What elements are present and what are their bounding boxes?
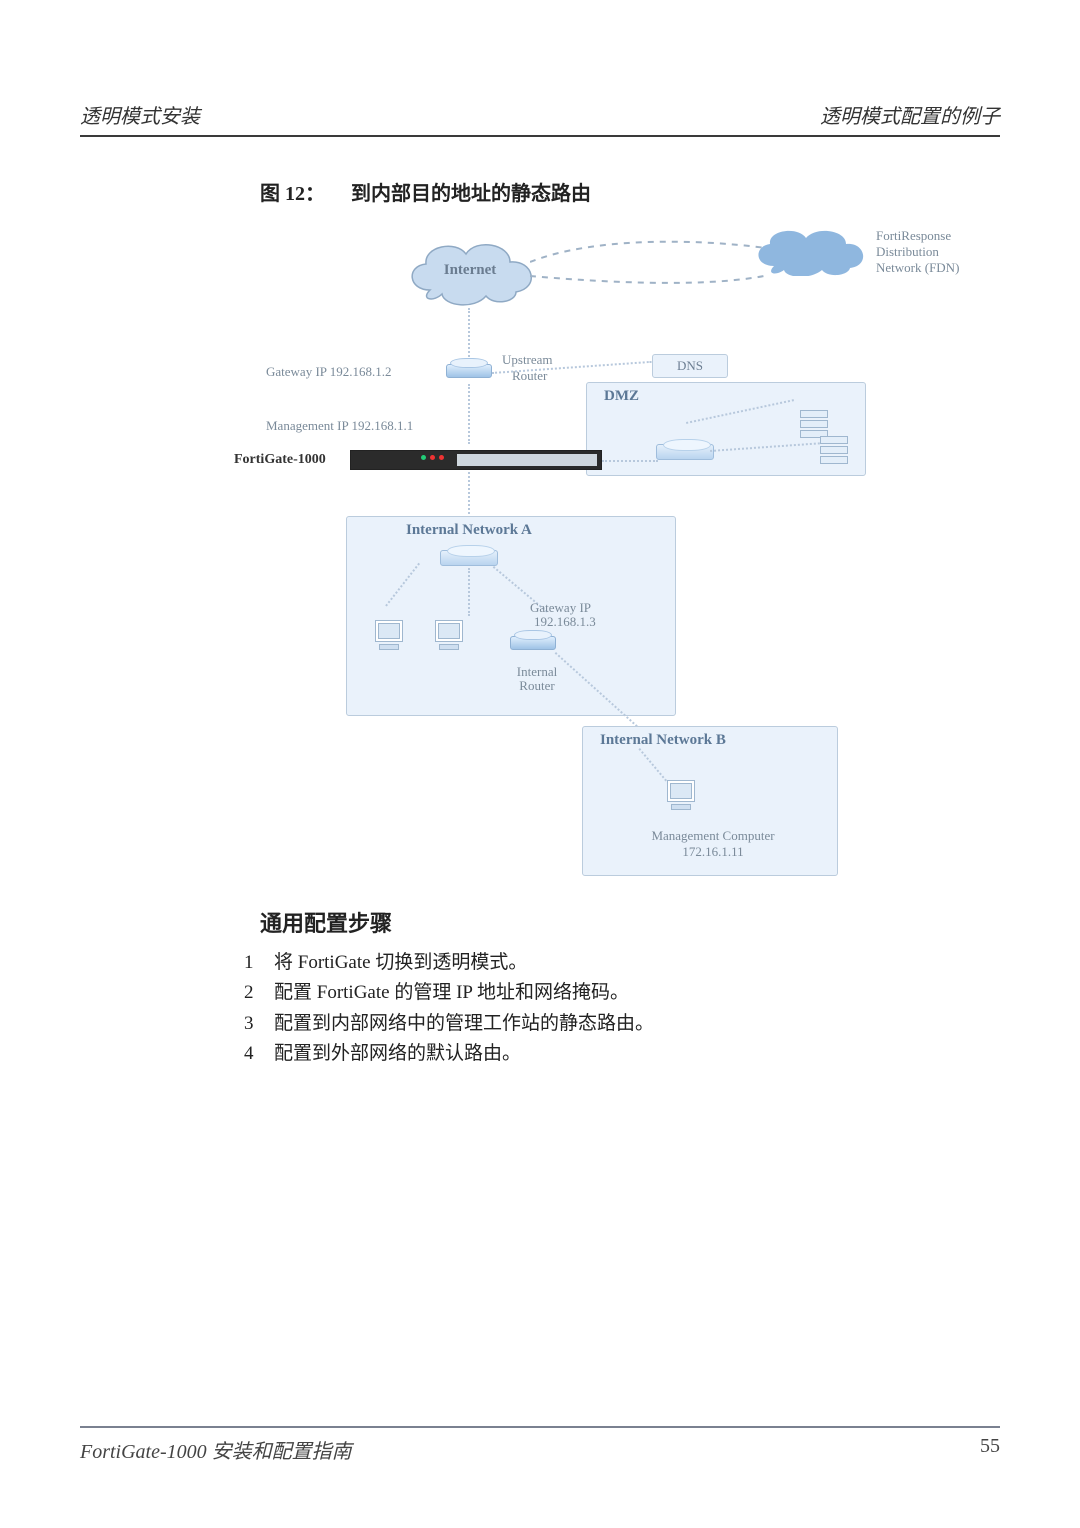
- fdn-label-1: FortiResponse: [876, 228, 951, 244]
- dmz-title: DMZ: [604, 388, 639, 405]
- netA-pc-1: [372, 620, 406, 656]
- dns-box: DNS: [652, 354, 728, 378]
- link-internet-router: [468, 308, 470, 360]
- step-text: 配置到内部网络中的管理工作站的静态路由。: [274, 1009, 1000, 1039]
- internal-router-l2: Router: [512, 678, 562, 694]
- mgmt-pc-l1: Management Computer: [598, 828, 828, 844]
- steps-title: 通用配置步骤: [260, 906, 1000, 938]
- header-rule: [80, 135, 1000, 137]
- footer-page-number: 55: [980, 1435, 1000, 1464]
- upstream-router-icon: [446, 364, 492, 384]
- dns-label: DNS: [677, 358, 703, 373]
- link-fortigate-netA: [468, 472, 470, 514]
- internet-label: Internet: [400, 262, 540, 279]
- mgmt-ip-label: Management IP 192.168.1.1: [266, 418, 413, 434]
- figure-prefix: 图 12：: [260, 183, 325, 205]
- steps-list: 1将 FortiGate 切换到透明模式。 2配置 FortiGate 的管理 …: [240, 948, 1000, 1070]
- step-text: 将 FortiGate 切换到透明模式。: [274, 948, 1000, 978]
- dmz-server-2: [820, 436, 848, 466]
- mgmt-pc-icon: [664, 780, 698, 816]
- netA-pc-2: [432, 620, 466, 656]
- step-row: 3配置到内部网络中的管理工作站的静态路由。: [240, 1009, 1000, 1039]
- link-router-fortigate: [468, 384, 470, 444]
- step-num: 1: [240, 948, 274, 978]
- netA-gateway-l2: 192.168.1.3: [534, 614, 596, 630]
- page: 透明模式安装 透明模式配置的例子 图 12： 到内部目的地址的静态路由 Inter…: [0, 0, 1080, 1528]
- dmz-switch-icon: [656, 444, 714, 460]
- footer-doc-title: FortiGate-1000 安装和配置指南: [80, 1435, 352, 1464]
- step-text: 配置 FortiGate 的管理 IP 地址和网络掩码。: [274, 978, 1000, 1008]
- internet-to-fdn-link: [530, 232, 770, 302]
- step-row: 1将 FortiGate 切换到透明模式。: [240, 948, 1000, 978]
- netB-title: Internal Network B: [600, 732, 726, 749]
- page-footer: FortiGate-1000 安装和配置指南 55: [80, 1435, 1000, 1464]
- internet-cloud: Internet: [400, 240, 540, 306]
- footer-rule: [80, 1426, 1000, 1428]
- header-left: 透明模式安装: [80, 100, 200, 129]
- header-right: 透明模式配置的例子: [820, 100, 1000, 129]
- mgmt-pc-l2: 172.16.1.11: [598, 844, 828, 860]
- netA-switch-icon: [440, 550, 498, 566]
- fortigate-device: [350, 450, 602, 470]
- netA-title: Internal Network A: [406, 522, 532, 539]
- network-diagram: Internet FortiResponse Distribution Netw…: [280, 222, 920, 892]
- netA-link-down: [468, 568, 470, 616]
- step-text: 配置到外部网络的默认路由。: [274, 1039, 1000, 1069]
- fdn-label-2: Distribution: [876, 244, 939, 260]
- step-row: 4配置到外部网络的默认路由。: [240, 1039, 1000, 1069]
- internal-network-a-box: [346, 516, 676, 716]
- step-row: 2配置 FortiGate 的管理 IP 地址和网络掩码。: [240, 978, 1000, 1008]
- figure-title: 到内部目的地址的静态路由: [351, 183, 591, 205]
- fdn-cloud: [750, 226, 870, 276]
- figure-caption: 图 12： 到内部目的地址的静态路由: [260, 177, 1000, 206]
- step-num: 2: [240, 978, 274, 1008]
- fdn-label-3: Network (FDN): [876, 260, 959, 276]
- upstream-label-1: Upstream: [502, 352, 553, 368]
- step-num: 4: [240, 1039, 274, 1069]
- step-num: 3: [240, 1009, 274, 1039]
- internal-router-icon: [510, 636, 556, 656]
- link-fortigate-dmz: [602, 460, 658, 462]
- page-header: 透明模式安装 透明模式配置的例子: [80, 100, 1000, 129]
- device-name-label: FortiGate-1000: [234, 452, 326, 468]
- gateway-ip-label: Gateway IP 192.168.1.2: [266, 364, 392, 380]
